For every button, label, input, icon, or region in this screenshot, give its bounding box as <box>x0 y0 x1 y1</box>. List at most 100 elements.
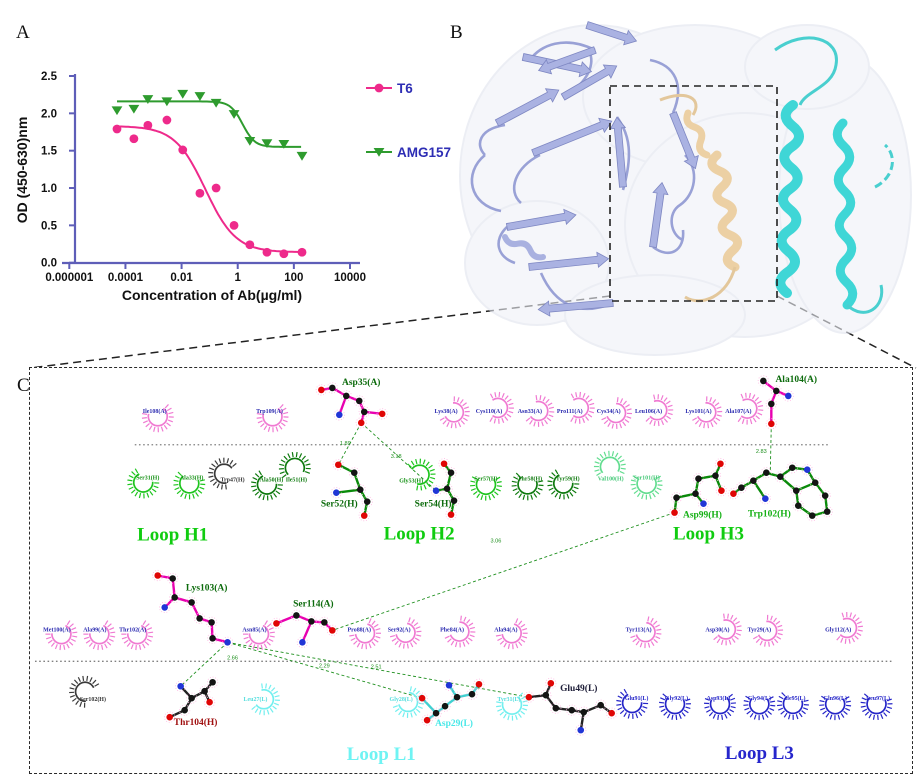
arc-lash <box>69 623 74 628</box>
arc-lash <box>430 476 436 480</box>
arc-lash <box>716 638 721 644</box>
arc-lash <box>153 426 156 432</box>
arc-lash <box>518 620 523 626</box>
residue-arc-label: Gly92(L) <box>665 695 688 702</box>
residue-arc-label: Asn85(A) <box>242 626 266 633</box>
data-point <box>210 98 222 108</box>
arc-lash <box>518 692 524 697</box>
arc-body <box>126 624 148 645</box>
atom-C <box>188 599 195 606</box>
arc-lash <box>506 398 512 403</box>
arc-lash <box>752 417 757 423</box>
atom-halo <box>774 471 786 483</box>
arc-lash <box>713 636 718 641</box>
beta-strand <box>531 117 613 157</box>
arc-lash <box>216 483 220 489</box>
residue-arc: Gly94(L) <box>743 695 776 721</box>
data-point <box>278 139 290 149</box>
arc-lash <box>465 639 470 645</box>
atom-O <box>273 620 280 627</box>
arc-lash <box>110 635 116 638</box>
arc-lash <box>501 417 505 423</box>
arc-body <box>411 464 430 485</box>
arc-lash <box>535 490 541 495</box>
arc-lash <box>756 400 762 405</box>
arc-lash <box>872 714 876 720</box>
atom-C <box>788 464 796 472</box>
residue-arc: Ala50(H) <box>251 470 283 501</box>
residue-label: Thr104(H) <box>174 717 218 728</box>
arc-lash <box>819 700 825 703</box>
residue-arc-label: Met100(A) <box>43 626 71 633</box>
atom-C <box>201 687 208 695</box>
arc-body <box>782 696 804 715</box>
arc-lash <box>72 631 78 634</box>
arc-lash <box>264 620 268 626</box>
arc-lash <box>71 682 76 687</box>
atom-O <box>718 487 725 494</box>
arc-lash <box>106 641 112 646</box>
arc-lash <box>703 423 706 429</box>
atom-halo <box>430 485 442 497</box>
arc-lash <box>579 391 582 398</box>
arc-lash <box>86 675 89 681</box>
residue-arc: Gly112(A) <box>825 611 863 644</box>
arc-lash <box>844 696 850 700</box>
arc-lash <box>868 713 872 719</box>
arc-lash <box>248 642 253 647</box>
bond <box>752 479 767 500</box>
arc-lash <box>764 641 766 647</box>
arc-lash <box>394 708 400 713</box>
atom-halo <box>809 477 821 489</box>
arc-lash <box>141 412 148 415</box>
helix <box>832 118 858 310</box>
arc-lash <box>270 494 273 500</box>
hbond-distance: 2.83 <box>756 449 767 455</box>
arc-lash <box>675 714 678 720</box>
arc-lash <box>375 628 381 631</box>
arc-lash <box>632 638 638 643</box>
data-point <box>228 110 240 119</box>
arc-lash <box>547 402 553 406</box>
arc-lash <box>149 490 154 496</box>
arc-lash <box>641 493 644 500</box>
arc-lash <box>521 695 526 700</box>
arc-lash <box>619 470 625 475</box>
arc-lash <box>525 417 531 422</box>
atom-halo <box>821 506 833 518</box>
arc-lash <box>389 634 396 638</box>
arc-body <box>147 407 169 427</box>
arc-lash <box>184 493 187 499</box>
residue-arc: Tyr113(A) <box>626 616 662 649</box>
arc-lash <box>460 615 462 621</box>
arc-lash <box>511 484 517 487</box>
arc-lash <box>713 420 718 425</box>
arc-lash <box>548 475 554 480</box>
arc-lash <box>736 625 742 628</box>
arc-lash <box>515 472 521 478</box>
hydrogen-bond <box>337 422 362 465</box>
arc-body <box>664 696 686 715</box>
residue-arc-label: Trp47(H) <box>220 477 244 484</box>
arc-lash <box>197 489 203 494</box>
arc-lash <box>208 475 214 478</box>
arc-lash <box>263 643 268 649</box>
arc-lash <box>283 455 288 461</box>
arc-lash <box>266 709 270 715</box>
residue-arc-label: Ser102(H) <box>80 696 106 703</box>
arc-lash <box>402 643 405 649</box>
residue-label: Asp35(A) <box>342 377 380 388</box>
arc-lash <box>423 484 427 490</box>
arc-lash <box>174 475 180 479</box>
arc-lash <box>494 392 497 398</box>
arc-lash <box>619 709 625 715</box>
arc-lash <box>777 624 783 628</box>
arc-lash <box>570 393 575 399</box>
atom-O <box>768 420 775 428</box>
arc-lash <box>460 420 465 425</box>
arc-lash <box>278 424 283 430</box>
arc-lash <box>821 695 826 700</box>
arc-lash <box>653 394 656 400</box>
arc-lash <box>72 635 78 638</box>
